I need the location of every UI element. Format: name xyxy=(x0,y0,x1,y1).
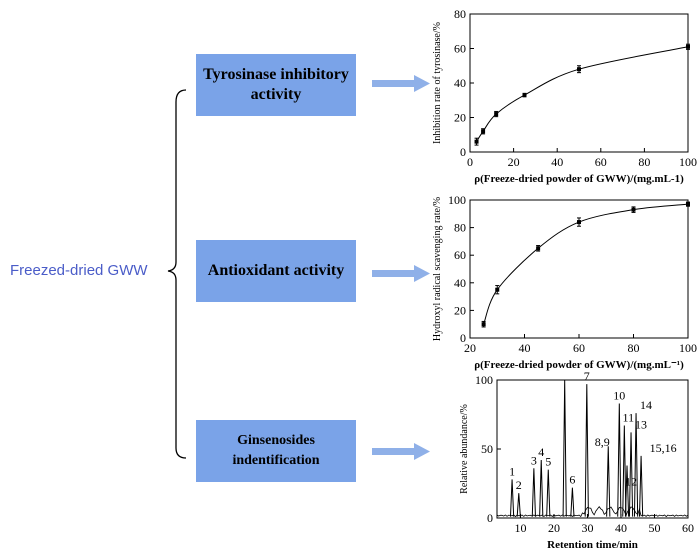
chromatogram-peak xyxy=(509,479,515,517)
chromatogram-peak-label: 5 xyxy=(545,455,551,469)
tyrosinase-box: Tyrosinase inhibitory activity xyxy=(196,54,356,116)
antioxidant-ytick-label: 60 xyxy=(454,248,466,262)
chromatogram-peak xyxy=(617,403,622,517)
chromatogram-peak xyxy=(638,455,644,517)
chromatogram-xtick-label: 20 xyxy=(548,521,560,535)
root-label: Freezed-dried GWW xyxy=(10,262,148,279)
chromatogram-xtick-label: 60 xyxy=(682,521,694,535)
chromatogram-xtick-label: 40 xyxy=(615,521,627,535)
chromatogram-peak xyxy=(562,379,567,517)
chromatogram-ytick-label: 0 xyxy=(487,511,493,525)
chromatogram-peak-label: 8,9 xyxy=(595,435,610,449)
antioxidant-point xyxy=(631,207,636,212)
ginsenosides-box: Ginsenosides indentification xyxy=(196,420,356,482)
arrow-1 xyxy=(372,75,430,92)
chromatogram-peak-label: 12 xyxy=(625,475,637,489)
chromatogram-peak xyxy=(633,413,639,517)
antioxidant-ytick-label: 80 xyxy=(454,221,466,235)
tyrosinase-point xyxy=(686,44,690,49)
antioxidant-point xyxy=(686,202,690,207)
tyrosinase-xtick-label: 20 xyxy=(508,155,520,169)
chromatogram-peak xyxy=(628,432,634,517)
tyrosinase-xtick-label: 100 xyxy=(679,155,697,169)
tyrosinase-xlabel: ρ(Freeze-dried powder of GWW)/(mg.mL-1) xyxy=(474,173,684,185)
antioxidant-point xyxy=(481,322,486,327)
tyrosinase-label: Tyrosinase inhibitory activity xyxy=(203,66,349,103)
chromatogram-peak xyxy=(584,384,589,517)
antioxidant-point xyxy=(495,287,500,292)
chromatogram-peak-label: 2 xyxy=(516,478,522,492)
chromatogram-peak xyxy=(516,493,521,517)
arrow-2 xyxy=(372,265,430,282)
chromatogram-peak-label: 14 xyxy=(640,398,652,412)
antioxidant-xtick-label: 80 xyxy=(628,341,640,355)
chromatogram-peak-label: 15,16 xyxy=(650,441,677,455)
antioxidant-xlabel: ρ(Freeze-dried powder of GWW)/(mg.mL⁻¹) xyxy=(474,359,684,371)
chromatogram-baseline xyxy=(496,506,689,518)
tyrosinase-point xyxy=(577,67,581,72)
tyrosinase-ytick-label: 0 xyxy=(460,145,466,159)
chromatogram-ylabel: Relative abundance/% xyxy=(459,404,470,494)
chromatogram-ytick-label: 50 xyxy=(481,442,493,456)
tyrosinase-xtick-label: 80 xyxy=(638,155,650,169)
antioxidant-point xyxy=(577,220,581,225)
chromatogram-peak-label: 13 xyxy=(635,417,647,431)
antioxidant-xtick-label: 40 xyxy=(519,341,531,355)
tyrosinase-xtick-label: 60 xyxy=(595,155,607,169)
tyrosinase-point xyxy=(522,93,527,98)
tyrosinase-xtick-label: 40 xyxy=(551,155,563,169)
antioxidant-label: Antioxidant activity xyxy=(207,262,345,279)
tyrosinase-point xyxy=(474,139,479,144)
tyrosinase-ytick-label: 80 xyxy=(454,7,466,21)
branch-bracket xyxy=(167,89,187,459)
antioxidant-ytick-label: 20 xyxy=(454,303,466,317)
antioxidant-xtick-label: 100 xyxy=(679,341,697,355)
chromatogram-peak-label: 1 xyxy=(509,464,515,478)
chromatogram-peak xyxy=(624,465,630,517)
chromatogram-peak xyxy=(570,487,575,517)
chromatogram-peak xyxy=(606,446,611,517)
chromatogram-peak xyxy=(622,425,627,517)
ginsenosides-label: Ginsenosides indentification xyxy=(232,433,320,468)
chromatogram-peak-label: 10 xyxy=(613,388,625,402)
tyrosinase-ytick-label: 60 xyxy=(454,42,466,56)
chromatogram-xtick-label: 50 xyxy=(648,521,660,535)
tyrosinase-ytick-label: 40 xyxy=(454,76,466,90)
antioxidant-box: Antioxidant activity xyxy=(196,240,356,302)
chromatogram-peak xyxy=(539,460,544,517)
antioxidant-ytick-label: 40 xyxy=(454,276,466,290)
chromatogram-xtick-label: 10 xyxy=(514,521,526,535)
tyrosinase-ytick-label: 20 xyxy=(454,111,466,125)
chromatogram-ytick-label: 100 xyxy=(475,373,493,387)
antioxidant-ylabel: Hydroxyl radical scavenging rate/% xyxy=(432,197,443,341)
chromatogram-peak-label: 4 xyxy=(538,445,544,459)
antioxidant-ytick-label: 0 xyxy=(460,331,466,345)
chromatogram-peak-label: 7 xyxy=(584,369,590,383)
chromatogram-peak-label: 11 xyxy=(623,411,635,425)
chromatogram-xlabel: Retention time/min xyxy=(547,539,638,551)
antioxidant-xtick-label: 20 xyxy=(464,341,476,355)
chromatogram-xtick-label: 30 xyxy=(581,521,593,535)
tyrosinase-xtick-label: 0 xyxy=(467,155,473,169)
chromatogram-peak xyxy=(546,469,551,517)
arrow-3 xyxy=(372,443,430,460)
tyrosinase-ylabel: Inhibition rate of tyrosinase/% xyxy=(432,22,443,144)
chromatogram-peak-label: 3 xyxy=(531,453,537,467)
antioxidant-fit-curve xyxy=(483,203,689,325)
chromatogram-peak xyxy=(531,468,536,517)
antioxidant-xtick-label: 60 xyxy=(573,341,585,355)
antioxidant-ytick-label: 100 xyxy=(448,193,466,207)
antioxidant-point xyxy=(536,246,541,251)
tyrosinase-point xyxy=(481,129,486,134)
tyrosinase-point xyxy=(494,112,499,117)
chromatogram-peak-label: 6 xyxy=(569,473,575,487)
